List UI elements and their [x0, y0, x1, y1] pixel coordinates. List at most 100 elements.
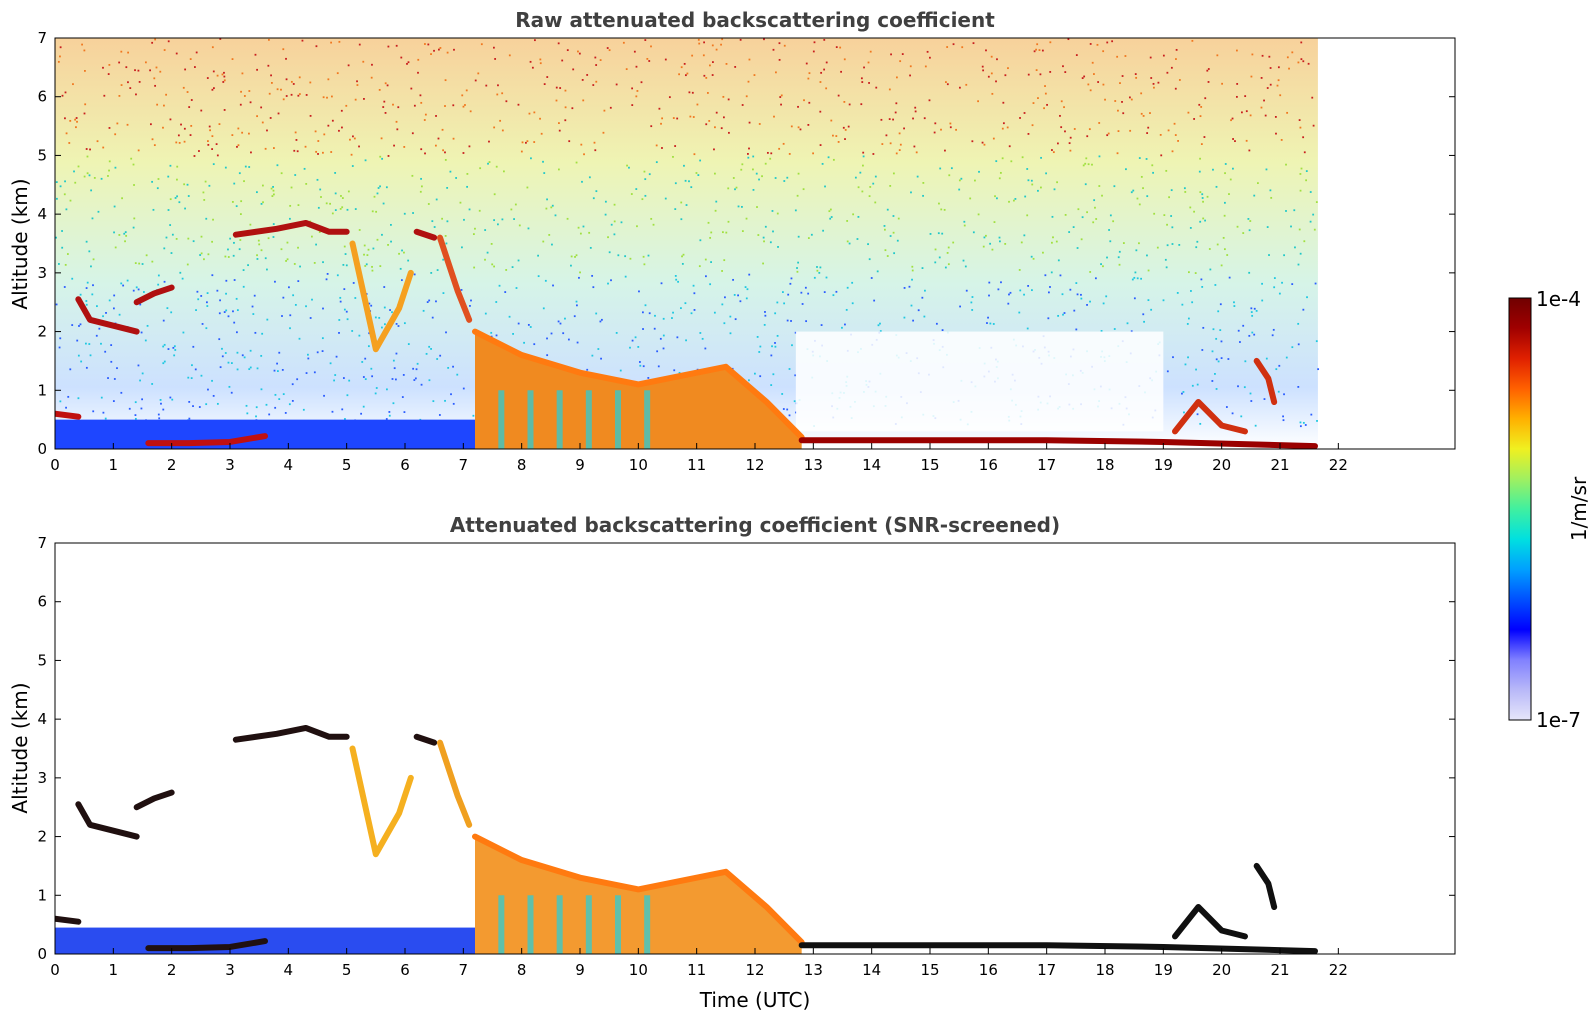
y-tick-label: 3	[37, 264, 47, 282]
panel-title: Attenuated backscattering coefficient (S…	[450, 513, 1060, 537]
cloud-layer	[413, 733, 438, 746]
x-tick-label: 12	[745, 456, 764, 474]
y-tick-label: 7	[37, 29, 47, 47]
colorbar: 1e-4 1e-7 1/m/sr	[1508, 287, 1591, 732]
panel-snr-screened: Attenuated backscattering coefficient (S…	[8, 513, 1456, 1012]
cloud-streak	[615, 895, 621, 954]
axis-ticks: 0 1 2 3 4 5 6 7 8 9 10 11 12 13 14 15 16 17 18 19 20 21 220123…	[37, 29, 1455, 474]
cloud-layer	[133, 284, 175, 306]
x-tick-label: 5	[342, 456, 352, 474]
x-tick-label: 19	[1154, 961, 1173, 979]
y-tick-label: 6	[37, 593, 47, 611]
cloud-streak	[498, 895, 505, 954]
cloud-layer	[75, 801, 140, 840]
x-tick-label: 3	[225, 961, 235, 979]
cloud-layer	[798, 942, 1318, 954]
panel-title: Raw attenuated backscattering coefficien…	[515, 8, 995, 32]
cloud-layer	[1172, 399, 1248, 435]
colorbar-gradient	[1508, 297, 1532, 721]
cloud-streak	[615, 390, 621, 449]
clear-region	[795, 331, 1164, 432]
cloud-layer	[349, 745, 414, 858]
cloud-layer	[75, 296, 140, 335]
cloud-layer	[145, 433, 268, 447]
y-tick-label: 0	[37, 945, 47, 963]
x-tick-label: 6	[400, 456, 410, 474]
cloud-layer	[349, 240, 414, 353]
colorbar-min-label: 1e-7	[1536, 708, 1581, 732]
x-tick-label: 14	[862, 961, 881, 979]
x-tick-label: 5	[342, 961, 352, 979]
cloud-layer	[1253, 357, 1278, 406]
cloud-layer	[55, 410, 82, 420]
x-tick-label: 2	[167, 961, 177, 979]
panel-raw: Raw attenuated backscattering coefficien…	[8, 8, 1456, 474]
cloud-streak	[498, 390, 505, 449]
cloud-layer	[232, 724, 350, 743]
plot-frame	[54, 542, 1456, 955]
x-tick-label: 13	[804, 961, 823, 979]
colorbar-max-label: 1e-4	[1536, 287, 1581, 311]
cloud-layer	[472, 328, 805, 441]
cloud-streak	[585, 390, 592, 449]
x-tick-label: 21	[1270, 961, 1289, 979]
x-tick-label: 0	[50, 456, 60, 474]
y-tick-label: 5	[37, 651, 47, 669]
x-tick-label: 22	[1329, 456, 1348, 474]
x-tick-label: 10	[629, 456, 648, 474]
x-tick-label: 8	[517, 961, 527, 979]
x-axis-label: Time (UTC)	[699, 988, 811, 1012]
cloud-layer	[232, 219, 350, 238]
y-tick-label: 5	[37, 146, 47, 164]
y-axis-label: Altitude (km)	[8, 682, 32, 813]
y-tick-label: 1	[37, 381, 47, 399]
x-tick-label: 11	[687, 961, 706, 979]
cloud-layer	[1172, 904, 1248, 940]
cloud-layer	[472, 833, 805, 946]
x-tick-label: 22	[1329, 961, 1348, 979]
x-tick-label: 1	[109, 456, 119, 474]
x-tick-label: 15	[920, 961, 939, 979]
x-tick-label: 4	[284, 961, 294, 979]
x-tick-label: 20	[1212, 456, 1231, 474]
x-tick-label: 21	[1270, 456, 1289, 474]
cloud-streak	[527, 390, 534, 449]
x-tick-label: 0	[50, 961, 60, 979]
cloud-layer	[437, 739, 473, 828]
x-tick-label: 9	[575, 456, 585, 474]
x-tick-label: 6	[400, 961, 410, 979]
y-tick-label: 4	[37, 205, 47, 223]
colorbar-unit-label: 1/m/sr	[1567, 476, 1591, 541]
x-tick-label: 12	[745, 961, 764, 979]
x-tick-label: 17	[1037, 456, 1056, 474]
y-tick-label: 2	[37, 828, 47, 846]
x-tick-label: 20	[1212, 961, 1231, 979]
x-tick-label: 2	[167, 456, 177, 474]
cloud-streak	[556, 895, 563, 954]
x-tick-label: 9	[575, 961, 585, 979]
x-tick-label: 13	[804, 456, 823, 474]
axis-ticks: 0 1 2 3 4 5 6 7 8 9 10 11 12 13 14 15 16 17 18 19 20 21 220123…	[37, 534, 1455, 979]
cloud-streak	[585, 895, 592, 954]
x-tick-label: 3	[225, 456, 235, 474]
y-axis-label: Altitude (km)	[8, 178, 32, 309]
cloud-layer	[437, 234, 473, 323]
x-tick-label: 7	[459, 961, 469, 979]
plot-area	[55, 724, 1318, 954]
cloud-streak	[527, 895, 534, 954]
cloud-streak	[644, 895, 651, 954]
y-tick-label: 3	[37, 769, 47, 787]
y-tick-label: 2	[37, 323, 47, 341]
cloud-streak	[644, 390, 651, 449]
cloud-layer	[133, 789, 175, 811]
y-tick-label: 7	[37, 534, 47, 552]
cloud-layer	[798, 437, 1318, 449]
x-tick-label: 10	[629, 961, 648, 979]
x-tick-label: 4	[284, 456, 294, 474]
x-tick-label: 14	[862, 456, 881, 474]
x-tick-label: 16	[979, 456, 998, 474]
cloud-layer	[55, 915, 82, 925]
x-tick-label: 17	[1037, 961, 1056, 979]
x-tick-label: 11	[687, 456, 706, 474]
